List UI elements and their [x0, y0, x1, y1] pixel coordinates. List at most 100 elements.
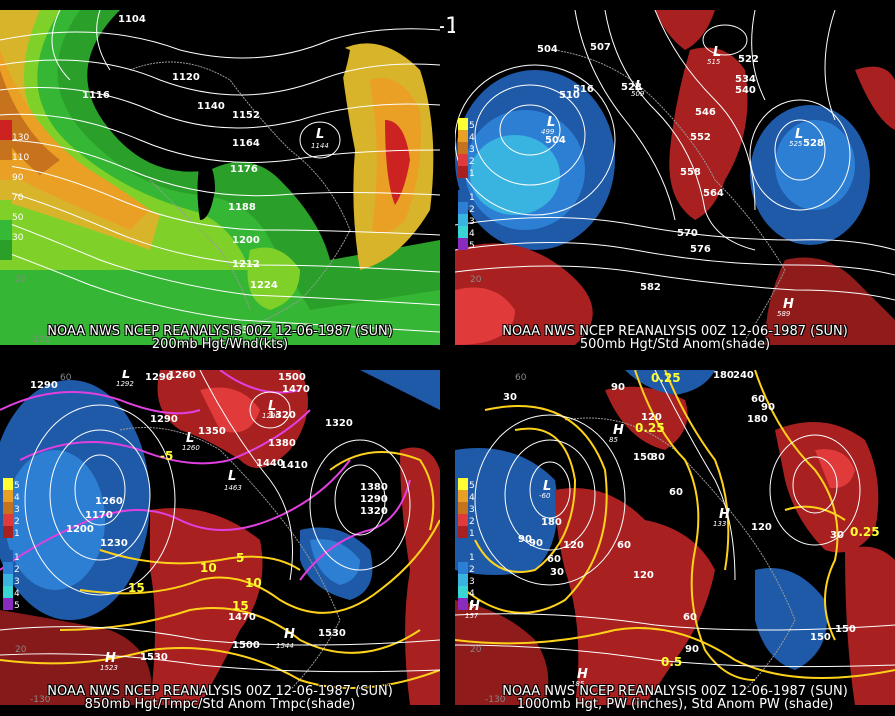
lon-label: -130 — [30, 335, 51, 345]
height-label: 1290 — [30, 380, 58, 391]
legend-label: 5 — [469, 481, 475, 491]
height-label: 120 — [751, 522, 772, 533]
height-label: 60 — [669, 487, 683, 498]
legend-label: 1 — [469, 193, 475, 203]
low-center-value: 509 — [631, 90, 645, 98]
height-label: 30 — [651, 452, 665, 463]
legend-label: 2 — [469, 205, 475, 215]
height-label: 1530 — [318, 628, 346, 639]
legend-label: 2 — [14, 517, 20, 527]
legend-label: 130 — [12, 133, 29, 143]
height-label: 150 — [810, 632, 831, 643]
panel-caption-source: NOAA NWS NCEP REANALYSIS 00Z 12-06-1987 … — [502, 324, 848, 339]
panel-caption-source: NOAA NWS NCEP REANALYSIS 00Z 12-06-1987 … — [47, 324, 393, 339]
isotherm-label: 15 — [232, 599, 249, 613]
low-center-value: 515 — [707, 58, 721, 66]
height-label: 1470 — [282, 384, 310, 395]
legend-label: 2 — [469, 157, 475, 167]
height-label: 1530 — [140, 652, 168, 663]
height-label: 570 — [677, 228, 698, 239]
legend-label: 4 — [469, 493, 475, 503]
legend-label: 5 — [14, 601, 20, 611]
height-label: 516 — [573, 84, 594, 95]
legend-label: 4 — [14, 493, 20, 503]
legend-label: 3 — [469, 577, 475, 587]
legend-label: 1 — [14, 553, 20, 563]
panel-200mb-wind: 1104 1120 1116 1140 1152 1164 1176 1188 … — [0, 10, 440, 351]
low-center: L — [316, 127, 324, 142]
legend-label: 3 — [469, 217, 475, 227]
legend-label: 1 — [14, 529, 20, 539]
height-label: 540 — [735, 85, 756, 96]
low-center: L — [713, 45, 721, 60]
isotherm-label: 10 — [200, 561, 217, 575]
height-label: 504 — [545, 135, 566, 146]
height-label: 552 — [690, 132, 711, 143]
anomaly-legend: 5 4 3 2 1 1 2 3 4 5 — [3, 478, 20, 611]
legend-label: 2 — [469, 565, 475, 575]
height-label: 90 — [518, 534, 532, 545]
legend-label: 4 — [469, 229, 475, 239]
height-label: 1260 — [168, 370, 196, 381]
panel-850mb-temperature: 1290 1260 1290 1320 1350 1380 1410 1440 … — [0, 370, 440, 711]
legend-label: 3 — [14, 577, 20, 587]
panel-500mb-anomaly: 504 516 528 510 504 546 552 558 564 570 … — [455, 10, 895, 351]
legend-label: 1 — [469, 553, 475, 563]
low-center: L — [186, 431, 194, 446]
height-label: 507 — [590, 42, 611, 53]
height-label: 1320 — [325, 418, 353, 429]
legend-label: 3 — [14, 505, 20, 515]
height-label: 30 — [550, 567, 564, 578]
lon-label: -130 — [30, 695, 51, 705]
low-center: L — [547, 115, 555, 130]
height-label: 150 — [835, 624, 856, 635]
wind-legend: 130 110 90 70 50 30 — [0, 120, 29, 260]
lat-label: 60 — [60, 373, 72, 383]
height-label: 558 — [680, 167, 701, 178]
panel-caption-field: 850mb Hgt/Tmpc/Std Anom Tmpc(shade) — [84, 697, 356, 712]
height-label: 1176 — [230, 164, 258, 175]
low-center: L — [228, 469, 236, 484]
height-label: 90 — [611, 382, 625, 393]
anomaly-legend: 5 4 3 2 1 1 2 3 4 5 — [458, 478, 475, 611]
pw-label: 0.25 — [850, 525, 880, 539]
lat-label: 20 — [470, 275, 482, 285]
height-label: 1140 — [197, 101, 225, 112]
high-center: H — [469, 599, 480, 614]
height-label: 60 — [683, 612, 697, 623]
height-label: 582 — [640, 282, 661, 293]
high-center: H — [613, 423, 624, 438]
height-label: 1440 — [256, 458, 284, 469]
panel-caption-field: 200mb Hgt/Wnd(kts) — [151, 337, 289, 352]
panel-1000mb-precipitable-water: 90 180 240 30 60 90 120 150 180 30 60 90… — [455, 370, 895, 711]
height-label: 120 — [641, 412, 662, 423]
high-center-value: 157 — [465, 612, 479, 620]
high-center-value: 1523 — [100, 664, 118, 672]
high-center: H — [719, 507, 730, 522]
map-850mb: 1290 1260 1290 1320 1350 1380 1410 1440 … — [0, 370, 440, 705]
panel-caption-field: 500mb Hgt/Std Anom(shade) — [579, 337, 771, 352]
height-label: 1470 — [228, 612, 256, 623]
height-label: 1188 — [228, 202, 256, 213]
legend-label: 1 — [469, 529, 475, 539]
height-label: 1320 — [268, 410, 296, 421]
height-label: 528 — [621, 82, 642, 93]
height-label: 1410 — [280, 460, 308, 471]
height-label: 1212 — [232, 259, 260, 270]
height-label: 1116 — [82, 90, 110, 101]
legend-label: 5 — [469, 601, 475, 611]
height-label: 1104 — [118, 14, 146, 25]
height-label: 1232 — [228, 325, 256, 336]
low-center: L — [795, 127, 803, 142]
high-center-value: 589 — [777, 310, 791, 318]
legend-label: 90 — [12, 173, 24, 183]
low-center: L — [122, 370, 130, 382]
height-label: 1152 — [232, 110, 260, 121]
height-label: 120 — [633, 570, 654, 581]
high-center-value: 1544 — [276, 642, 294, 650]
legend-label: 3 — [469, 145, 475, 155]
high-center: H — [105, 651, 116, 666]
legend-label: 4 — [469, 589, 475, 599]
panel-caption-source: NOAA NWS NCEP REANALYSIS 00Z 12-06-1987 … — [47, 684, 393, 699]
legend-label: 30 — [12, 233, 24, 243]
